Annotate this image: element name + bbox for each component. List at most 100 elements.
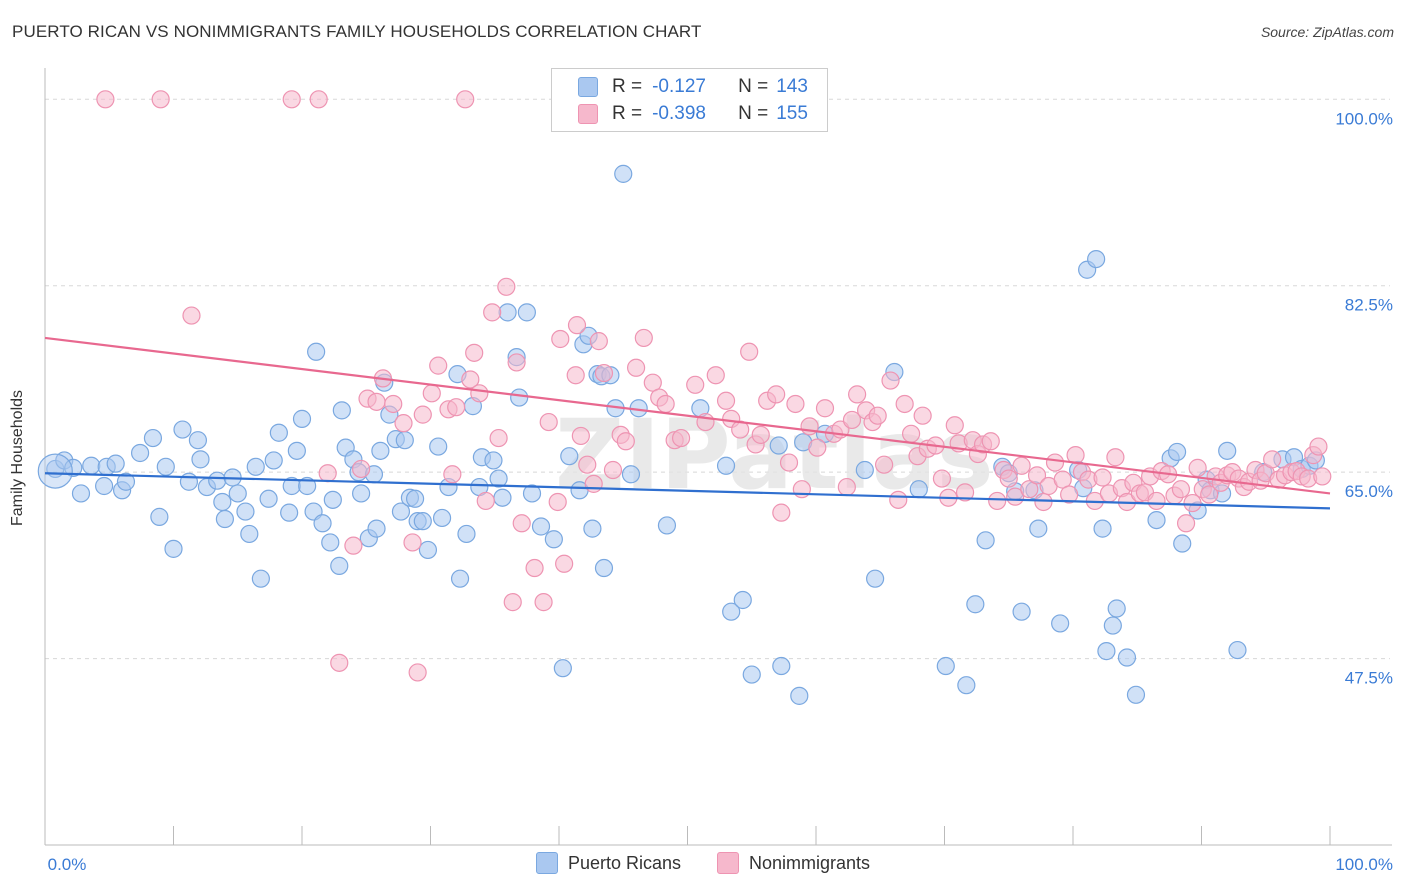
puerto-rican-point bbox=[621, 465, 641, 484]
chart-title: PUERTO RICAN VS NONIMMIGRANTS FAMILY HOU… bbox=[12, 22, 702, 41]
puerto-rican-point bbox=[498, 303, 517, 322]
legend-item-nonimmigrants[interactable]: Nonimmigrants bbox=[717, 852, 870, 874]
puerto-rican-point bbox=[1126, 685, 1146, 704]
puerto-rican-point bbox=[1093, 519, 1112, 538]
nonimmigrant-point bbox=[1020, 480, 1039, 499]
nonimmigrant-point bbox=[634, 328, 653, 348]
puerto-rican-point bbox=[1147, 510, 1166, 530]
nonimmigrant-point bbox=[868, 406, 887, 425]
puerto-rican-point bbox=[432, 508, 452, 528]
puerto-rican-point bbox=[298, 476, 317, 496]
puerto-rican-point bbox=[1097, 642, 1116, 661]
nonimmigrant-point bbox=[686, 375, 705, 394]
puerto-rican-point bbox=[722, 602, 741, 621]
nonimmigrant-point bbox=[626, 358, 646, 377]
nonimmigrant-point bbox=[1093, 468, 1112, 487]
puerto-rican-point bbox=[82, 456, 101, 475]
puerto-rican-point bbox=[1228, 640, 1247, 660]
puerto-rican-point bbox=[352, 484, 371, 503]
puerto-rican-point bbox=[269, 423, 288, 442]
nonimmigrant-point bbox=[567, 316, 587, 335]
puerto-rican-point bbox=[544, 530, 563, 549]
pink-swatch bbox=[717, 852, 739, 874]
puerto-rican-point bbox=[657, 516, 677, 535]
puerto-rican-point bbox=[531, 517, 551, 536]
nonimmigrant-point bbox=[889, 490, 908, 509]
nonimmigrant-point bbox=[815, 399, 835, 418]
puerto-rican-point bbox=[188, 431, 208, 450]
nonimmigrant-point bbox=[895, 394, 914, 414]
nonimmigrant-point bbox=[151, 90, 170, 109]
n-value: 143 bbox=[776, 76, 808, 97]
puerto-rican-point bbox=[371, 441, 390, 460]
puerto-rican-point bbox=[292, 409, 312, 428]
nonimmigrant-point bbox=[352, 459, 371, 479]
point-layer bbox=[37, 90, 1332, 705]
r-value: -0.127 bbox=[652, 76, 706, 97]
puerto-rican-point bbox=[1173, 534, 1192, 553]
puerto-rican-point bbox=[866, 569, 885, 588]
nonimmigrant-point bbox=[344, 536, 363, 555]
nonimmigrant-point bbox=[955, 483, 975, 502]
source-label: Source: ZipAtlas.com bbox=[1260, 24, 1394, 40]
nonimmigrant-point bbox=[394, 414, 413, 433]
nonimmigrant-point bbox=[447, 398, 466, 417]
puerto-rican-point bbox=[264, 451, 283, 470]
nonimmigrant-point bbox=[808, 438, 827, 457]
puerto-rican-point bbox=[106, 454, 125, 473]
nonimmigrant-point bbox=[751, 425, 770, 444]
nonimmigrant-point bbox=[875, 455, 894, 474]
puerto-rican-point bbox=[173, 420, 192, 439]
puerto-rican-point bbox=[957, 676, 976, 695]
puerto-rican-point bbox=[457, 524, 476, 544]
nonimmigrant-point bbox=[767, 385, 786, 404]
nonimmigrant-point bbox=[656, 394, 675, 414]
puerto-rican-point bbox=[156, 457, 175, 476]
nonimmigrant-point bbox=[1147, 491, 1166, 511]
legend-item-puerto-ricans[interactable]: Puerto Ricans bbox=[535, 852, 681, 874]
nonimmigrant-point bbox=[913, 406, 932, 425]
x-tick-label-max: 100.0% bbox=[1335, 855, 1393, 874]
nonimmigrant-point bbox=[716, 391, 736, 410]
nonimmigrant-point bbox=[786, 394, 805, 414]
y-tick-label: 82.5% bbox=[1345, 296, 1393, 315]
nonimmigrant-point bbox=[1188, 458, 1207, 477]
puerto-rican-point bbox=[769, 436, 788, 455]
puerto-rican-point bbox=[909, 480, 928, 499]
legend-label: Nonimmigrants bbox=[749, 852, 871, 873]
puerto-rican-point bbox=[510, 388, 529, 407]
puerto-rican-point bbox=[280, 503, 299, 522]
nonimmigrant-point bbox=[1313, 467, 1332, 486]
legend-label: Puerto Ricans bbox=[567, 852, 681, 873]
nonimmigrant-point bbox=[483, 303, 502, 322]
nonimmigrant-point bbox=[988, 491, 1007, 511]
puerto-rican-point bbox=[1051, 614, 1070, 633]
nonimmigrant-point bbox=[456, 90, 475, 109]
nonimmigrant-point bbox=[999, 469, 1018, 488]
nonimmigrant-point bbox=[901, 424, 921, 443]
nonimmigrant-point bbox=[403, 533, 422, 552]
nonimmigrant-point bbox=[584, 474, 603, 493]
puerto-rican-point bbox=[251, 569, 270, 588]
r-label: R = bbox=[612, 76, 643, 97]
nonimmigrant-point bbox=[740, 342, 759, 361]
nonimmigrant-point bbox=[539, 412, 558, 432]
nonimmigrant-point bbox=[551, 329, 570, 349]
nonimmigrant-point bbox=[881, 371, 900, 390]
series-legend: Puerto Ricans Nonimmigrants bbox=[0, 852, 1406, 874]
nonimmigrant-point bbox=[1176, 514, 1196, 533]
puerto-rican-point bbox=[164, 539, 183, 558]
nonimmigrant-point bbox=[571, 426, 590, 446]
puerto-rican-point bbox=[37, 453, 73, 489]
nonimmigrant-point bbox=[422, 384, 441, 403]
puerto-rican-point bbox=[313, 514, 332, 533]
nonimmigrant-point bbox=[330, 653, 349, 672]
nonimmigrant-point bbox=[848, 385, 867, 404]
puerto-rican-point bbox=[330, 556, 349, 575]
puerto-rican-point bbox=[517, 303, 536, 322]
puerto-rican-point bbox=[583, 519, 602, 538]
nonimmigrant-point bbox=[932, 469, 952, 488]
nonimmigrant-point bbox=[413, 405, 432, 424]
puerto-rican-point bbox=[489, 469, 508, 488]
puerto-rican-point bbox=[1103, 616, 1122, 635]
